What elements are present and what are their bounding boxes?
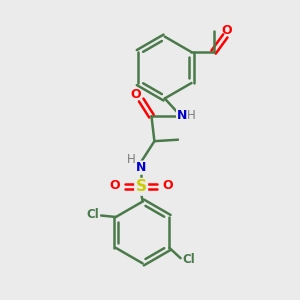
Text: O: O: [110, 179, 120, 192]
Text: O: O: [221, 24, 232, 37]
Text: N: N: [136, 161, 146, 174]
Text: S: S: [136, 179, 147, 194]
Text: H: H: [187, 109, 196, 122]
Text: O: O: [130, 88, 141, 101]
Text: H: H: [128, 153, 136, 166]
Text: N: N: [177, 109, 187, 122]
Text: Cl: Cl: [182, 253, 195, 266]
Text: O: O: [162, 179, 173, 192]
Text: Cl: Cl: [86, 208, 99, 220]
